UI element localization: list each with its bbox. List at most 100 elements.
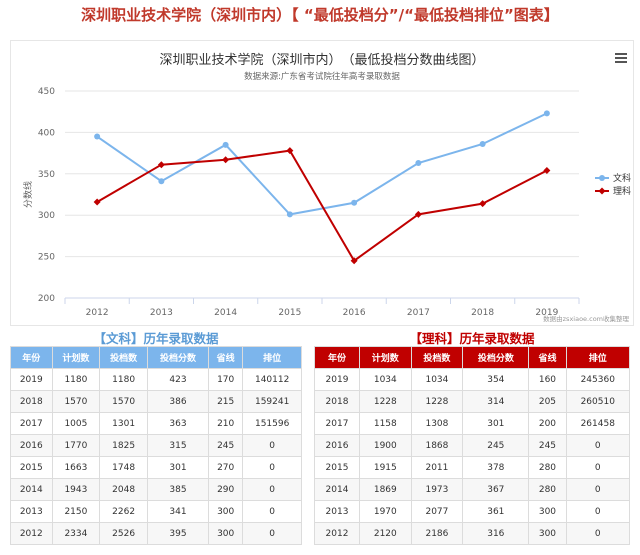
- table-cell: 1570: [51, 390, 101, 413]
- table-cell: 0: [565, 456, 630, 479]
- y-tick-label: 450: [38, 87, 55, 97]
- table-cell: 2334: [51, 522, 101, 545]
- table-cell: 395: [146, 522, 210, 545]
- table-row: 2015 1663 1748 301 270 0: [10, 456, 302, 479]
- table-cell: 2262: [99, 500, 148, 523]
- column-header: 投档分数: [462, 346, 530, 369]
- table-cell: 385: [146, 478, 210, 501]
- column-header: 年份: [314, 346, 360, 369]
- table-cell: 0: [565, 522, 630, 545]
- data-point: [94, 133, 101, 140]
- table-cell: 2015: [314, 456, 360, 479]
- y-tick-label: 300: [38, 211, 55, 221]
- table-cell: 316: [462, 522, 530, 545]
- line-chart: 深圳职业技术学院（深圳市内） （最低投档分数曲线图） 数据来源:广东省考试院往年高…: [22, 52, 631, 323]
- table-cell: 1825: [99, 434, 148, 457]
- table-row: 2013 2150 2262 341 300 0: [10, 500, 302, 523]
- y-tick-label: 400: [38, 128, 55, 138]
- table-cell: 205: [528, 390, 567, 413]
- chart-container: 深圳职业技术学院（深圳市内） （最低投档分数曲线图） 数据来源:广东省考试院往年高…: [10, 40, 634, 326]
- table-cell: 1570: [99, 390, 148, 413]
- table-cell: 2017: [314, 412, 360, 435]
- table-row: 2017 1005 1301 363 210 151596: [10, 412, 302, 435]
- data-point: [351, 199, 358, 206]
- table-cell: 170: [208, 368, 244, 391]
- table-cell: 160: [528, 368, 567, 391]
- table-cell: 0: [565, 500, 630, 523]
- table-row: 2014 1869 1973 367 280 0: [314, 478, 630, 501]
- data-point: [286, 211, 293, 218]
- table-cell: 300: [528, 500, 567, 523]
- table-cell: 1301: [99, 412, 148, 435]
- table-cell: 300: [208, 500, 244, 523]
- data-point: [222, 156, 230, 164]
- table-cell: 1869: [359, 478, 412, 501]
- y-tick-label: 250: [38, 253, 55, 263]
- table-cell: 2019: [10, 368, 53, 391]
- table-cell: 140112: [242, 368, 302, 391]
- table-cell: 300: [208, 522, 244, 545]
- table-cell: 1868: [410, 434, 464, 457]
- y-tick-label: 350: [38, 170, 55, 180]
- table-cell: 2011: [410, 456, 464, 479]
- table-cell: 2186: [410, 522, 464, 545]
- column-header: 排位: [242, 346, 302, 369]
- table-cell: 2012: [10, 522, 53, 545]
- table-row: 2019 1034 1034 354 160 245360: [314, 368, 630, 391]
- chart-menu-icon[interactable]: [615, 51, 627, 65]
- table-cell: 2018: [314, 390, 360, 413]
- table-cell: 0: [565, 434, 630, 457]
- table-cell: 315: [146, 434, 210, 457]
- x-tick-label: 2013: [150, 308, 173, 318]
- table-cell: 151596: [242, 412, 302, 435]
- table-cell: 363: [146, 412, 210, 435]
- table-cell: 367: [462, 478, 530, 501]
- x-tick-label: 2015: [278, 308, 301, 318]
- table-cell: 1228: [359, 390, 412, 413]
- table-cell: 1970: [359, 500, 412, 523]
- table-cell: 210: [208, 412, 244, 435]
- table-cell: 0: [242, 500, 302, 523]
- column-header: 排位: [565, 346, 630, 369]
- table-cell: 280: [528, 456, 567, 479]
- data-point: [415, 160, 422, 167]
- table-cell: 341: [146, 500, 210, 523]
- table-cell: 314: [462, 390, 530, 413]
- table-row: 2016 1770 1825 315 245 0: [10, 434, 302, 457]
- column-header: 计划数: [359, 346, 412, 369]
- table-row: 2019 1180 1180 423 170 140112: [10, 368, 302, 391]
- table-cell: 200: [528, 412, 567, 435]
- data-point: [479, 200, 487, 208]
- table-cell: 2120: [359, 522, 412, 545]
- table-cell: 159241: [242, 390, 302, 413]
- x-tick-label: 2012: [86, 308, 109, 318]
- series-line-1: [96, 149, 548, 263]
- table-row: 2016 1900 1868 245 245 0: [314, 434, 630, 457]
- legend-label: 理科: [613, 185, 631, 197]
- table-cell: 2014: [10, 478, 53, 501]
- data-point: [543, 110, 550, 117]
- table-row: 2014 1943 2048 385 290 0: [10, 478, 302, 501]
- column-header: 投档数: [410, 346, 464, 369]
- table-cell: 2526: [99, 522, 148, 545]
- table-cell: 2016: [314, 434, 360, 457]
- table-cell: 2015: [10, 456, 53, 479]
- data-point: [157, 161, 165, 169]
- table-cell: 0: [242, 456, 302, 479]
- table-cell: 2018: [10, 390, 53, 413]
- table-cell: 1900: [359, 434, 412, 457]
- table-cell: 301: [146, 456, 210, 479]
- x-tick-label: 2019: [535, 308, 558, 318]
- table-cell: 301: [462, 412, 530, 435]
- table-cell: 0: [242, 478, 302, 501]
- data-point: [414, 210, 422, 218]
- wenke-table: 年份 计划数 投档数 投档分数 省线 排位 2019 1180 1180 423 170 14011…: [10, 346, 302, 545]
- table-cell: 1180: [51, 368, 101, 391]
- table-row: 2012 2120 2186 316 300 0: [314, 522, 630, 545]
- column-header: 省线: [528, 346, 567, 369]
- table-cell: 386: [146, 390, 210, 413]
- table-cell: 290: [208, 478, 244, 501]
- table-cell: 2077: [410, 500, 464, 523]
- table-row: 2013 1970 2077 361 300 0: [314, 500, 630, 523]
- table-cell: 245: [208, 434, 244, 457]
